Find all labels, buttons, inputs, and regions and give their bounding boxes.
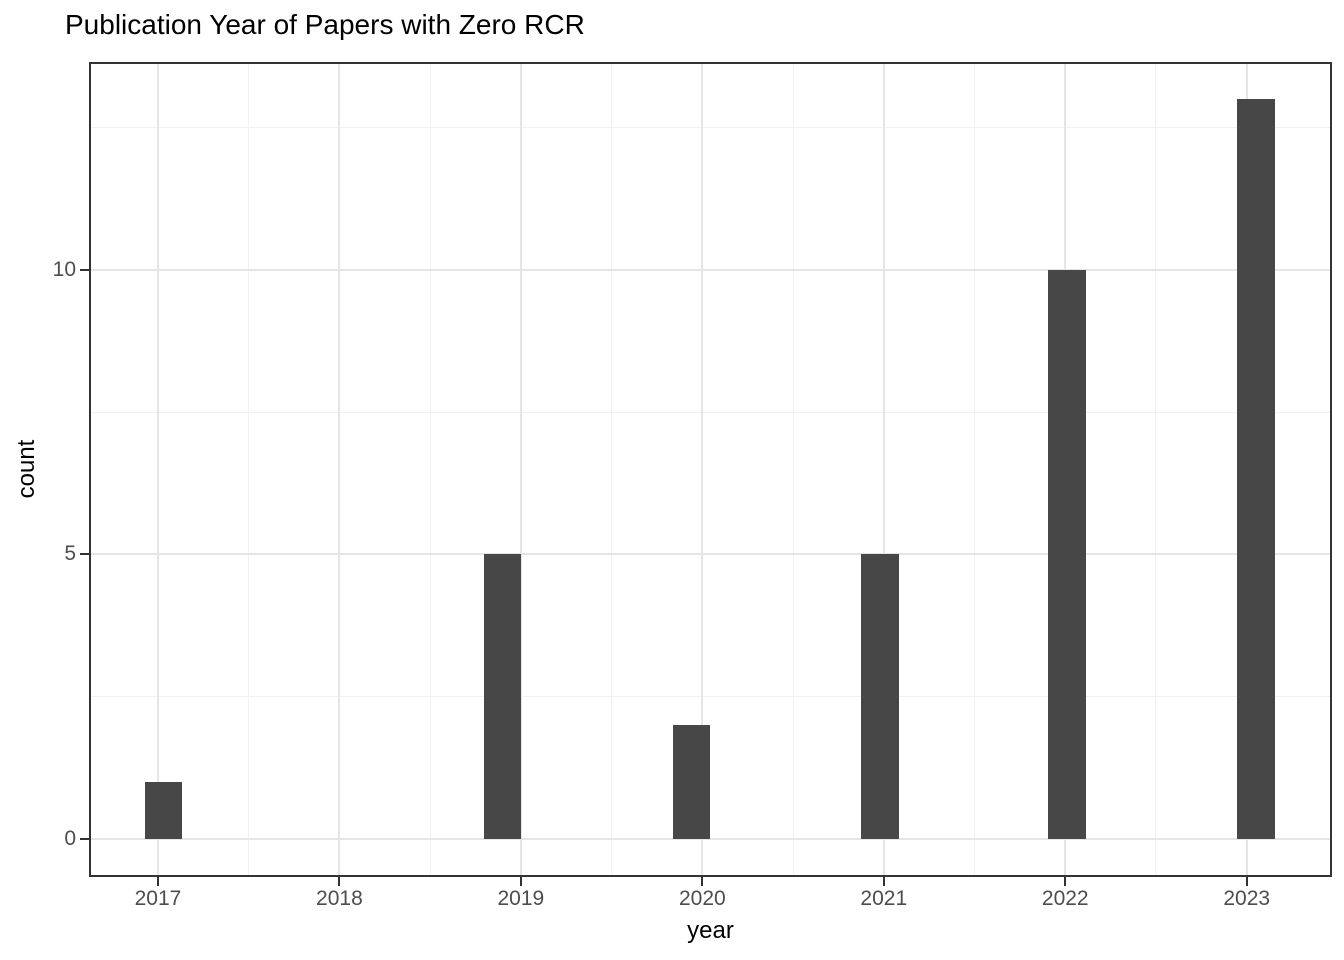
x-minor-gridline	[1155, 62, 1157, 877]
x-major-gridline	[701, 62, 704, 877]
x-tick	[338, 877, 341, 886]
chart-title: Publication Year of Papers with Zero RCR	[65, 9, 585, 40]
x-tick	[701, 877, 704, 886]
x-tick-label-2017: 2017	[134, 887, 182, 910]
y-tick-label-5: 5	[64, 542, 76, 566]
bar-2021	[861, 554, 899, 839]
x-tick-label-2022: 2022	[1041, 887, 1089, 910]
y-tick	[80, 268, 89, 271]
y-tick-label-10: 10	[52, 257, 76, 281]
bar-2019	[483, 554, 522, 839]
x-major-gridline	[156, 62, 159, 877]
y-major-gridline	[89, 837, 1332, 840]
x-tick-label-2021: 2021	[860, 887, 908, 910]
x-minor-gridline	[611, 62, 613, 877]
y-minor-gridline	[89, 411, 1332, 413]
x-tick	[519, 877, 522, 886]
y-tick	[80, 837, 89, 840]
x-tick-label-2018: 2018	[316, 887, 363, 910]
bar-2017	[144, 781, 183, 839]
bar-2023	[1237, 98, 1275, 839]
x-tick	[1245, 877, 1248, 886]
bar-2022	[1048, 269, 1086, 839]
y-major-gridline	[89, 553, 1332, 556]
bar-2020	[672, 725, 711, 839]
x-tick	[1064, 877, 1067, 886]
y-tick	[80, 553, 89, 556]
x-major-gridline	[882, 62, 885, 877]
x-major-gridline	[338, 62, 341, 877]
y-tick-label-0: 0	[64, 826, 76, 850]
x-minor-gridline	[248, 62, 250, 877]
y-minor-gridline	[89, 696, 1332, 698]
x-major-gridline	[519, 62, 522, 877]
x-tick-label-2023: 2023	[1223, 887, 1271, 910]
x-axis-title: year	[687, 917, 734, 944]
x-minor-gridline	[974, 62, 976, 877]
y-major-gridline	[89, 268, 1332, 271]
x-minor-gridline	[429, 62, 431, 877]
x-minor-gridline	[792, 62, 794, 877]
y-minor-gridline	[89, 126, 1332, 128]
x-tick-label-2019: 2019	[497, 887, 545, 910]
y-axis-title: count	[13, 439, 40, 499]
x-tick-label-2020: 2020	[678, 887, 726, 910]
plot-panel	[89, 62, 1332, 877]
x-tick	[882, 877, 885, 886]
x-tick	[156, 877, 159, 886]
